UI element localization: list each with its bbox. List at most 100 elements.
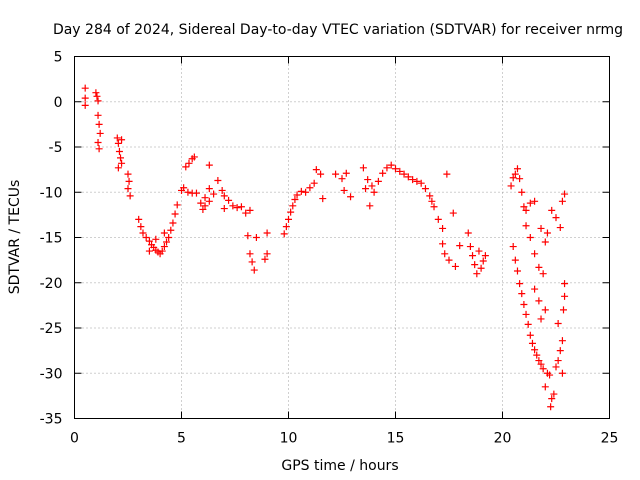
data-point bbox=[137, 223, 145, 231]
data-point bbox=[366, 202, 374, 210]
data-point bbox=[285, 215, 292, 223]
data-point bbox=[558, 197, 566, 205]
data-point bbox=[158, 247, 166, 255]
data-point bbox=[379, 169, 387, 177]
data-point bbox=[475, 247, 483, 255]
x-tick-label: 5 bbox=[177, 431, 186, 447]
data-point bbox=[302, 188, 310, 196]
data-point bbox=[347, 193, 355, 201]
data-point bbox=[167, 226, 175, 234]
data-point bbox=[95, 120, 103, 128]
data-point bbox=[531, 285, 539, 293]
data-point bbox=[342, 169, 350, 177]
data-point bbox=[297, 187, 305, 195]
data-point bbox=[113, 134, 121, 142]
data-point bbox=[531, 250, 539, 258]
data-point bbox=[552, 214, 560, 222]
data-point bbox=[513, 165, 521, 173]
x-tick-label: 25 bbox=[601, 431, 619, 447]
y-axis-label: SDTVAR / TECUs bbox=[7, 180, 23, 295]
data-point bbox=[548, 206, 556, 214]
data-point bbox=[526, 331, 534, 339]
data-point bbox=[184, 188, 192, 196]
data-point bbox=[182, 163, 190, 171]
data-point bbox=[246, 206, 254, 214]
y-tick-label: -25 bbox=[40, 321, 63, 337]
data-point bbox=[421, 185, 429, 193]
data-point bbox=[471, 261, 479, 269]
y-tick-label: -15 bbox=[40, 231, 63, 247]
data-point bbox=[522, 310, 530, 318]
data-points bbox=[81, 84, 569, 411]
data-point bbox=[94, 138, 102, 146]
data-point bbox=[201, 202, 209, 210]
data-point bbox=[481, 252, 489, 260]
data-point bbox=[205, 197, 213, 205]
data-point bbox=[171, 210, 179, 218]
data-point bbox=[220, 205, 228, 213]
data-point bbox=[242, 209, 250, 217]
data-point bbox=[383, 164, 391, 172]
data-point bbox=[556, 224, 564, 232]
data-point bbox=[319, 195, 327, 203]
data-point bbox=[237, 203, 245, 211]
data-point bbox=[430, 203, 438, 211]
data-point bbox=[387, 161, 395, 169]
data-point bbox=[312, 166, 320, 174]
data-point bbox=[516, 175, 524, 183]
x-tick-label: 0 bbox=[70, 431, 79, 447]
data-point bbox=[535, 297, 543, 305]
data-point bbox=[473, 270, 481, 278]
data-point bbox=[533, 351, 541, 359]
data-point bbox=[547, 403, 555, 411]
data-point bbox=[220, 192, 228, 200]
y-tick-label: 5 bbox=[54, 50, 63, 66]
data-point bbox=[526, 234, 534, 241]
data-point bbox=[81, 94, 89, 102]
data-point bbox=[535, 263, 543, 271]
data-point bbox=[558, 337, 566, 345]
data-point bbox=[449, 209, 457, 217]
data-point bbox=[516, 280, 524, 288]
data-point bbox=[550, 390, 558, 398]
data-point bbox=[201, 194, 209, 202]
tick-labels: 0 5 10 15 20 25 5 0 -5 -10 -15 -20 -25 -30 -35 bbox=[40, 50, 619, 447]
data-point bbox=[477, 264, 485, 272]
data-point bbox=[439, 240, 447, 248]
data-point bbox=[205, 161, 213, 169]
data-point bbox=[93, 92, 101, 100]
data-point bbox=[561, 292, 569, 300]
data-point bbox=[426, 192, 434, 200]
data-point bbox=[126, 192, 134, 200]
data-point bbox=[428, 197, 436, 205]
data-point bbox=[518, 290, 526, 298]
data-point bbox=[509, 243, 517, 251]
data-point bbox=[252, 234, 260, 241]
data-point bbox=[434, 215, 442, 223]
data-point bbox=[192, 189, 200, 197]
data-point bbox=[160, 229, 168, 237]
data-point bbox=[359, 164, 367, 172]
data-point bbox=[541, 306, 549, 314]
data-point bbox=[135, 215, 143, 223]
data-point bbox=[81, 84, 89, 92]
data-point bbox=[94, 111, 102, 119]
data-point bbox=[370, 188, 378, 196]
data-point bbox=[511, 170, 519, 178]
y-tick-label: -5 bbox=[49, 140, 63, 156]
data-point bbox=[559, 306, 567, 314]
data-point bbox=[145, 247, 153, 255]
data-point bbox=[142, 234, 150, 241]
data-point bbox=[445, 256, 453, 264]
data-point bbox=[546, 371, 554, 379]
data-point bbox=[173, 201, 181, 209]
data-point bbox=[139, 229, 147, 237]
data-point bbox=[528, 339, 536, 347]
data-point bbox=[248, 258, 256, 266]
data-point bbox=[520, 300, 528, 308]
data-point bbox=[531, 346, 539, 354]
data-point bbox=[364, 176, 372, 184]
data-point bbox=[392, 165, 399, 173]
x-axis-label: GPS time / hours bbox=[281, 458, 398, 474]
